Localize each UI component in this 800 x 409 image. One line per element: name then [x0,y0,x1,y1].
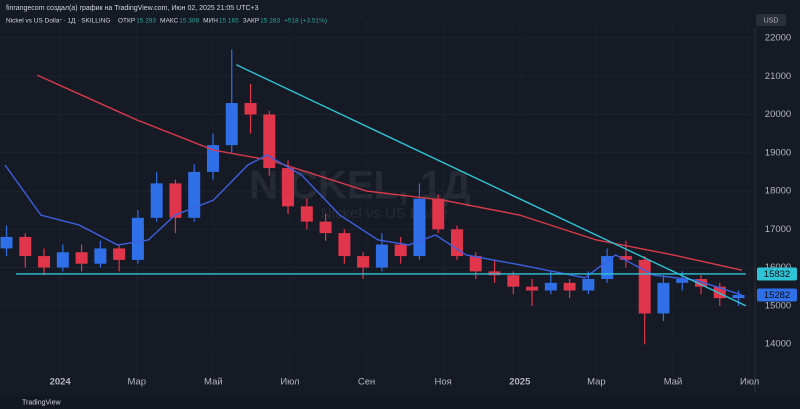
plot: 1400015000160001700018000190002000021000… [0,20,797,388]
attribution: finrangecom создал(а) график на TradingV… [6,5,259,12]
candle-body [394,244,407,257]
footer-logo[interactable]: TradingView [22,399,61,406]
candle-body [657,282,670,314]
moving-average [36,74,743,271]
candle-body [357,256,370,268]
ohlc-value: 15 308 [179,18,199,25]
candle-body [507,275,520,287]
price-label: 15282 [764,290,790,301]
candle-body [732,294,745,299]
candle-body [582,279,595,291]
ohlc-label: ОТКР [118,18,135,25]
candle-body [544,282,557,291]
y-tick-label: 17000 [765,224,791,235]
ohlc-label: ЗАКР [243,18,259,25]
candle-body [19,236,32,257]
price-label-box [757,267,797,281]
x-tick-label: Июл [280,377,299,388]
candle-body [450,229,463,257]
footer-bar [0,396,800,409]
candle-body [601,256,614,280]
candle-body [188,171,201,218]
symbol: Nickel vs US Dollar · 1Д · SKILLING [6,18,110,25]
x-tick-label: 2024 [50,377,72,388]
currency: USD [764,17,779,24]
candle-body [56,252,69,268]
candle-body [432,198,445,230]
candle-body [206,145,219,172]
candle-body [526,286,539,291]
moving-average [4,154,743,296]
candle-body [0,236,13,249]
y-tick-label: 20000 [765,109,791,120]
ohlc-value: 15 165 [219,18,239,25]
x-tick-label: Июл [740,377,759,388]
candle-body [338,233,351,257]
ohlc-legend: ОТКР 15 293 МАКС 15 308 МИН 15 165 ЗАКР 15 283 +… [118,18,327,25]
ohlc-label: МИН [203,18,218,25]
candle-body [113,248,126,260]
x-tick-label: Май [664,377,683,388]
candle-body [375,244,388,268]
currency-box [756,14,786,26]
candle-body [694,279,707,287]
x-tick-label: Сен [358,377,375,388]
x-tick-label: Ноя [435,377,452,388]
candle-body [619,256,632,260]
ohlc-value: 15 283 [260,18,280,25]
candle-body [225,103,238,146]
watermark-name: Nickel vs US Dollar [321,205,449,222]
y-tick-label: 14000 [765,339,791,350]
y-tick-label: 18000 [765,186,791,197]
candle-body [469,256,482,272]
x-tick-label: Май [204,377,223,388]
ohlc-label: МАКС [160,18,178,25]
candle-body [38,256,51,268]
candle-body [713,286,726,299]
y-tick-label: 15000 [765,300,791,311]
x-tick-label: Мар [587,377,606,388]
ohlc-value: 15 293 [136,18,156,25]
trendline [236,64,747,307]
candle-body [300,206,313,222]
candle-body [413,198,426,257]
candle-body [676,279,689,283]
price-label: 15832 [764,269,790,280]
change: +518 (+3.51%) [284,18,327,25]
candle-body [282,168,295,207]
candle-body [244,103,257,115]
y-tick-label: 19000 [765,147,791,158]
candle-body [319,221,332,234]
candle-body [169,183,182,218]
candle-body [75,252,88,264]
y-tick-label: 21000 [765,71,791,82]
x-tick-label: Мар [127,377,146,388]
candle-body [150,183,163,218]
candle-body [94,248,107,264]
candle-body [131,217,144,260]
y-tick-label: 22000 [765,32,791,43]
price-label-box [757,288,797,302]
x-tick-label: 2025 [509,377,531,388]
candle-body [563,282,576,291]
